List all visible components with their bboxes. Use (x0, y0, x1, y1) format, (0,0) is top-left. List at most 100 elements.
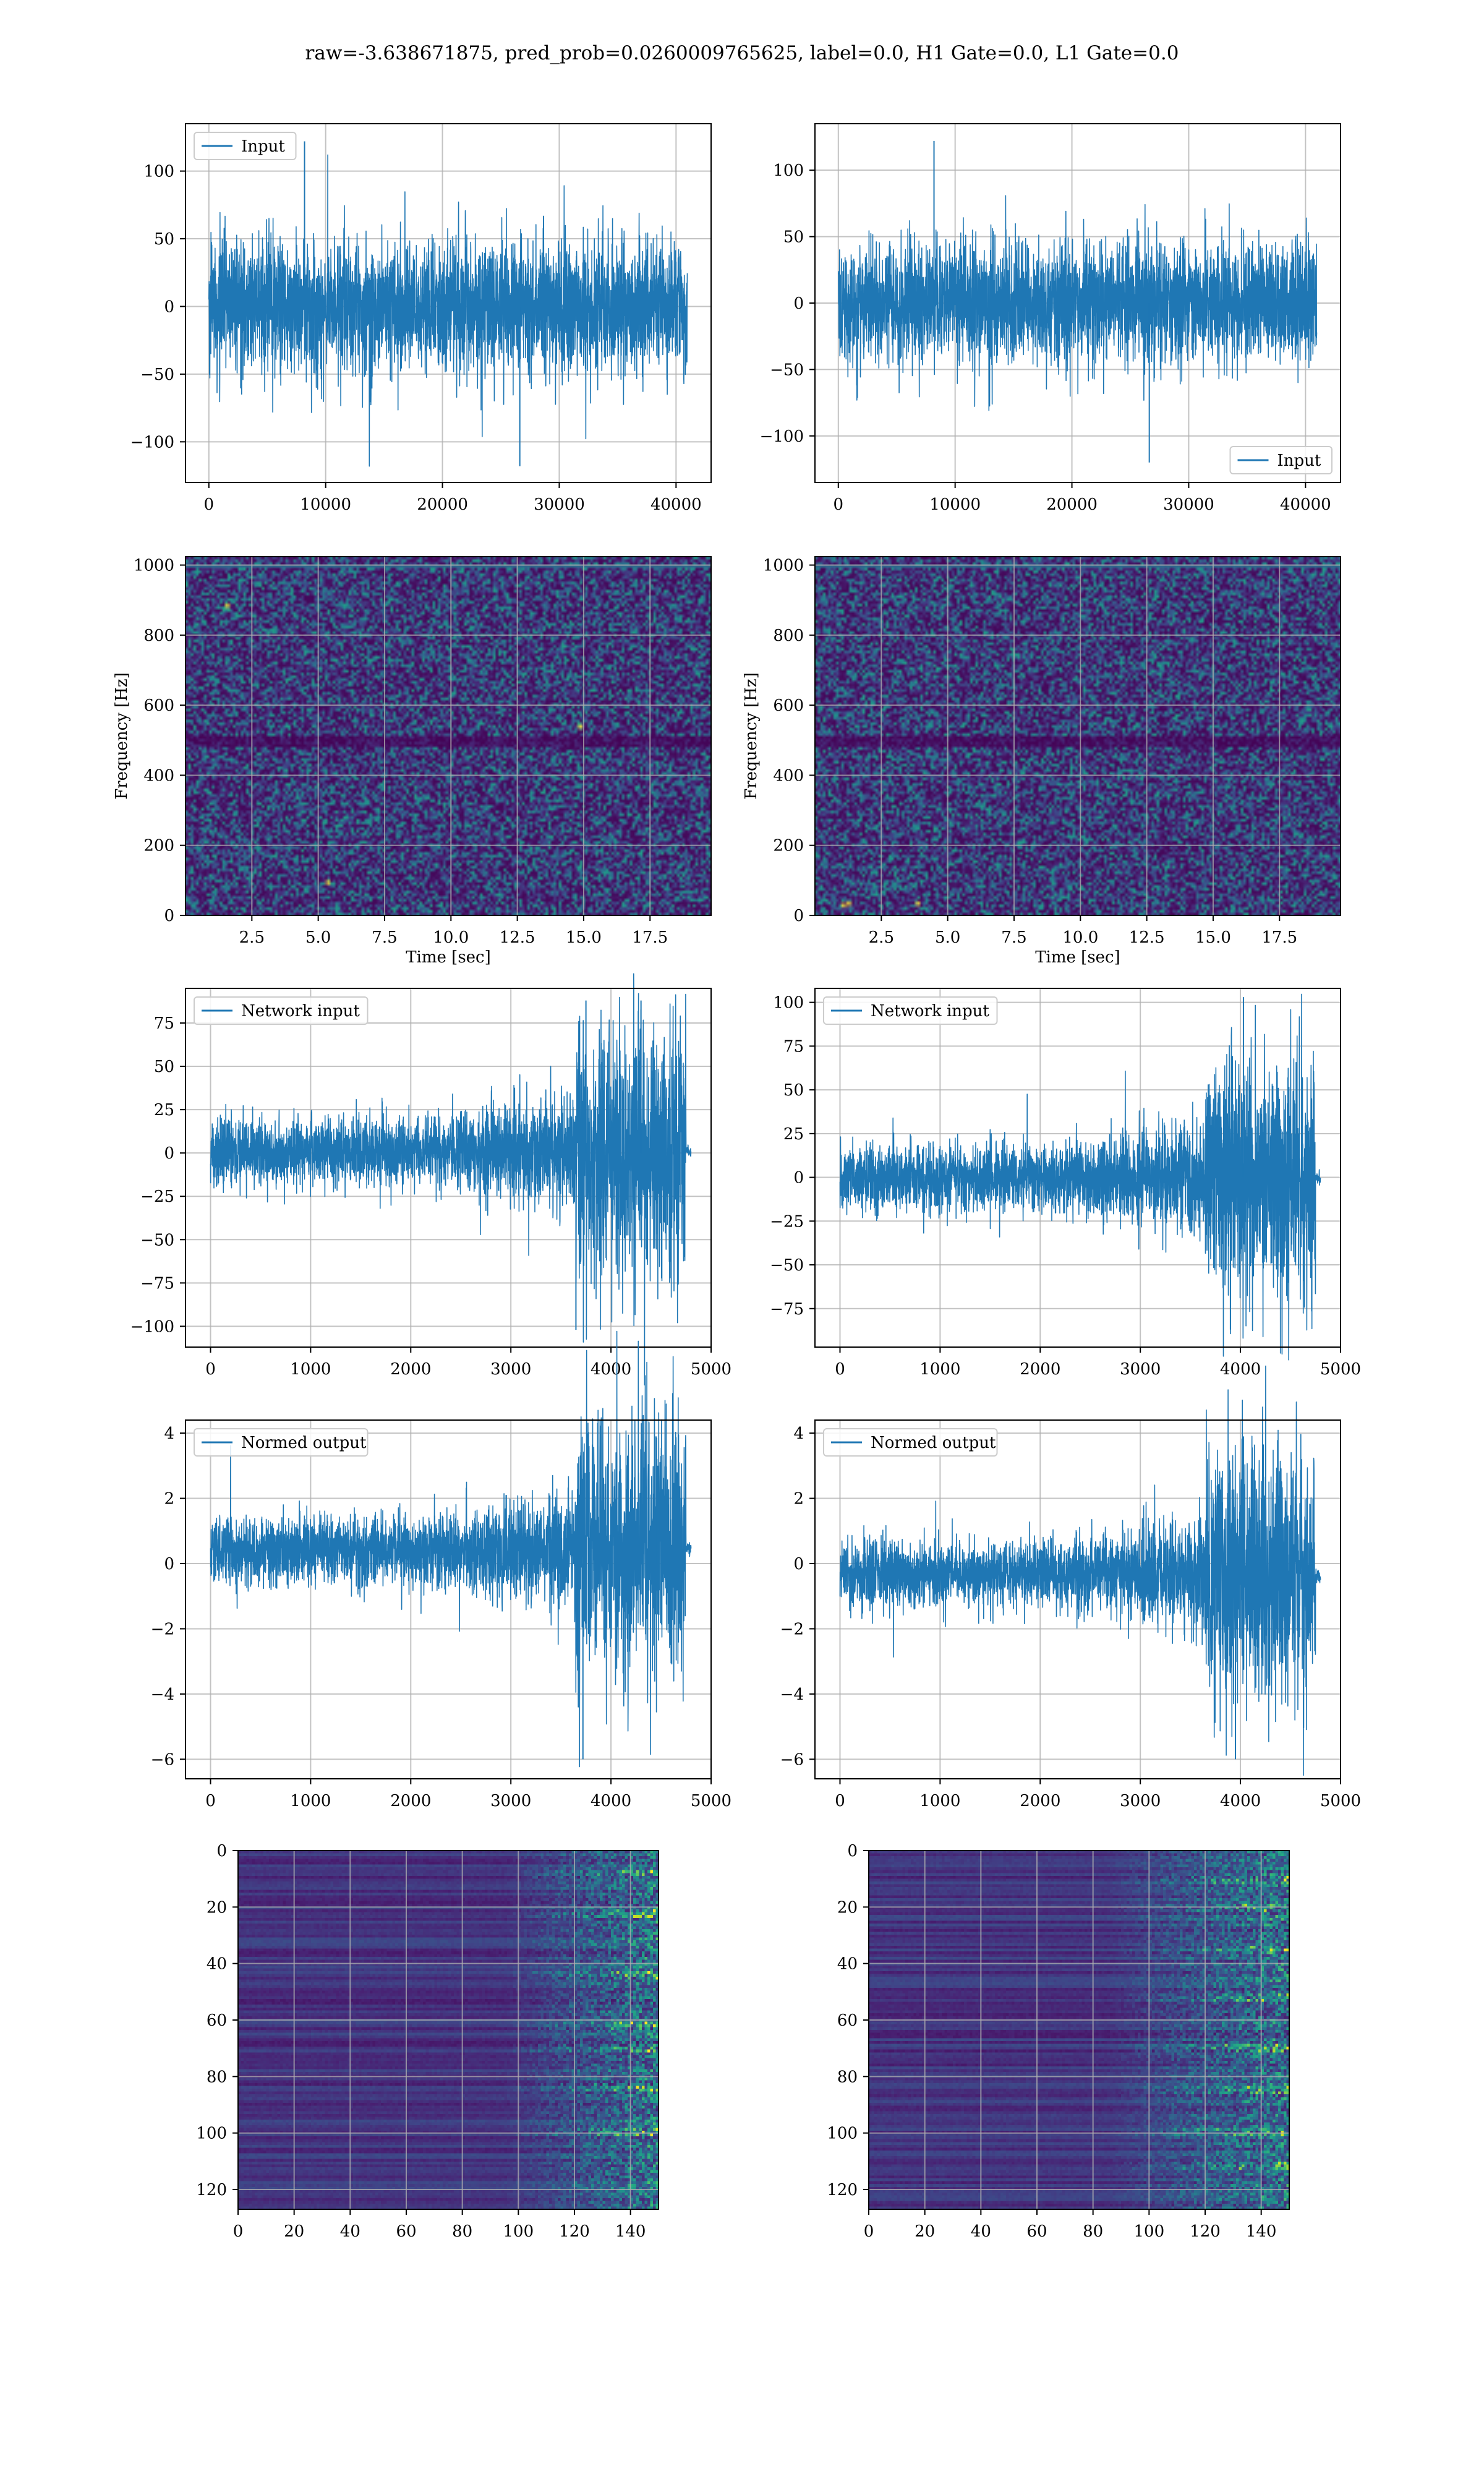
x-tick-label: 20 (284, 2222, 304, 2241)
spectrogram-h1-image (186, 557, 711, 915)
x-tick-label: 3000 (490, 1792, 531, 1810)
normed-output-l1-trace (839, 1365, 1321, 1776)
x-tick-label: 30000 (534, 495, 585, 514)
y-tick-label: −75 (140, 1274, 174, 1293)
normed-output-h1-frame (185, 1419, 712, 1779)
x-tick-label: 20000 (417, 495, 468, 514)
y-tick-label: −25 (140, 1188, 174, 1206)
x-tick-label: 2000 (390, 1360, 431, 1379)
legend-box (194, 1428, 369, 1457)
y-tick-label: 800 (773, 627, 804, 645)
y-tick-label: −6 (780, 1750, 804, 1769)
y-tick-label: −4 (780, 1685, 804, 1704)
y-tick-label: 80 (207, 2068, 227, 2086)
x-tick-label: 20000 (1046, 495, 1098, 514)
y-tick-label: 50 (783, 1081, 804, 1100)
y-tick-label: −100 (130, 433, 174, 452)
x-tick-label: 100 (503, 2222, 534, 2241)
spectrogram-l1-axes: 2.5 5.0 7.5 10.0 12.5 15.0 17.5 0 200 400 600 800 10… (742, 556, 1341, 967)
x-tick-label: 17.5 (1261, 928, 1297, 947)
spectrogram-h1-ylabel: Frequency [Hz] (113, 672, 131, 800)
spectrogram-l1-ylabel: Frequency [Hz] (742, 672, 761, 800)
x-tick-label: 15.0 (566, 928, 602, 947)
y-tick-label: 600 (773, 696, 804, 715)
x-tick-label: 1000 (919, 1792, 960, 1810)
spectrogram-l1-image (815, 557, 1341, 915)
y-tick-label: −75 (770, 1300, 804, 1319)
normed-output-h1-legend: Normed output (194, 1428, 369, 1457)
x-tick-label: 12.5 (1129, 928, 1165, 947)
y-tick-label: 100 (143, 163, 174, 181)
y-tick-label: 0 (793, 1555, 804, 1573)
x-tick-label: 40 (340, 2222, 360, 2241)
x-tick-label: 0 (864, 2222, 874, 2241)
y-tick-label: −2 (151, 1620, 174, 1638)
network-input-h1-trace (210, 973, 692, 1385)
y-tick-label: 120 (827, 2181, 858, 2199)
y-tick-label: −6 (151, 1750, 174, 1769)
y-tick-label: 0 (164, 1144, 174, 1163)
x-tick-label: 60 (1026, 2222, 1047, 2241)
legend-box (194, 132, 297, 160)
network-input-l1-legend: Network input (823, 996, 998, 1025)
input-h1-axes: 0 10000 20000 30000 40000 −100 −50 0 50 100 Input (130, 123, 712, 514)
x-tick-label: 40000 (1280, 495, 1331, 514)
series-line (208, 154, 688, 467)
y-tick-label: 25 (154, 1101, 174, 1119)
x-tick-label: 4000 (591, 1360, 631, 1379)
x-tick-label: 120 (1190, 2222, 1221, 2241)
x-tick-label: 0 (205, 1360, 216, 1379)
x-tick-label: 140 (1246, 2222, 1277, 2241)
x-tick-label: 7.5 (1001, 928, 1026, 947)
legend-label: Network input (871, 1002, 989, 1021)
x-tick-label: 120 (559, 2222, 590, 2241)
network-input-l1-axes: 0 1000 2000 3000 4000 5000 −75 −50 −25 0 25 50 75 100… (770, 988, 1361, 1379)
y-tick-label: 60 (207, 2011, 227, 2030)
x-tick-label: 2000 (390, 1792, 431, 1810)
legend-label: Normed output (241, 1434, 367, 1452)
y-tick-label: −50 (770, 1256, 804, 1275)
y-tick-label: 75 (154, 1014, 174, 1033)
y-tick-label: 800 (143, 627, 174, 645)
x-tick-label: 0 (835, 1360, 845, 1379)
series-line (838, 195, 1318, 411)
y-tick-label: 20 (837, 1898, 858, 1917)
y-tick-label: 20 (207, 1898, 227, 1917)
x-tick-label: 2000 (1020, 1792, 1060, 1810)
legend-box (823, 1428, 998, 1457)
y-tick-label: 400 (773, 766, 804, 785)
x-tick-label: 5000 (691, 1360, 731, 1379)
spectrogram-h1-frame (185, 556, 712, 916)
x-tick-label: 3000 (1120, 1792, 1161, 1810)
y-tick-label: 40 (207, 1955, 227, 1974)
x-tick-label: 20 (915, 2222, 935, 2241)
y-tick-label: 75 (783, 1037, 804, 1056)
feature-map-l1-axes: 0 20 40 60 80 100 120 140 0 20 40 60 80 100 120 (827, 1842, 1290, 2241)
x-tick-label: 5.0 (935, 928, 960, 947)
y-tick-label: 50 (154, 1058, 174, 1076)
normed-output-l1-legend: Normed output (823, 1428, 998, 1457)
y-tick-label: 80 (837, 2068, 858, 2086)
x-tick-label: 12.5 (500, 928, 535, 947)
x-tick-label: 1000 (919, 1360, 960, 1379)
legend-box (823, 996, 998, 1025)
spectrogram-h1-xlabel: Time [sec] (406, 948, 491, 967)
x-tick-label: 0 (233, 2222, 244, 2241)
y-tick-label: 120 (196, 2181, 227, 2199)
x-tick-label: 3000 (490, 1360, 531, 1379)
y-tick-label: 100 (773, 994, 804, 1012)
y-tick-label: 0 (793, 907, 804, 925)
input-h1-frame (185, 123, 712, 483)
x-tick-label: 40000 (650, 495, 702, 514)
x-tick-label: 10000 (300, 495, 351, 514)
x-tick-label: 3000 (1120, 1360, 1161, 1379)
x-tick-label: 1000 (290, 1792, 331, 1810)
y-tick-label: −100 (130, 1317, 174, 1336)
x-tick-label: 5.0 (305, 928, 331, 947)
y-tick-label: 2 (164, 1490, 174, 1509)
y-tick-label: −25 (770, 1212, 804, 1231)
feature-map-h1-axes: 0 20 40 60 80 100 120 140 0 20 40 60 80 100 120 (196, 1842, 659, 2241)
y-tick-label: 50 (783, 228, 804, 247)
figure-title: raw=-3.638671875, pred_prob=0.0260009765… (305, 42, 1179, 64)
